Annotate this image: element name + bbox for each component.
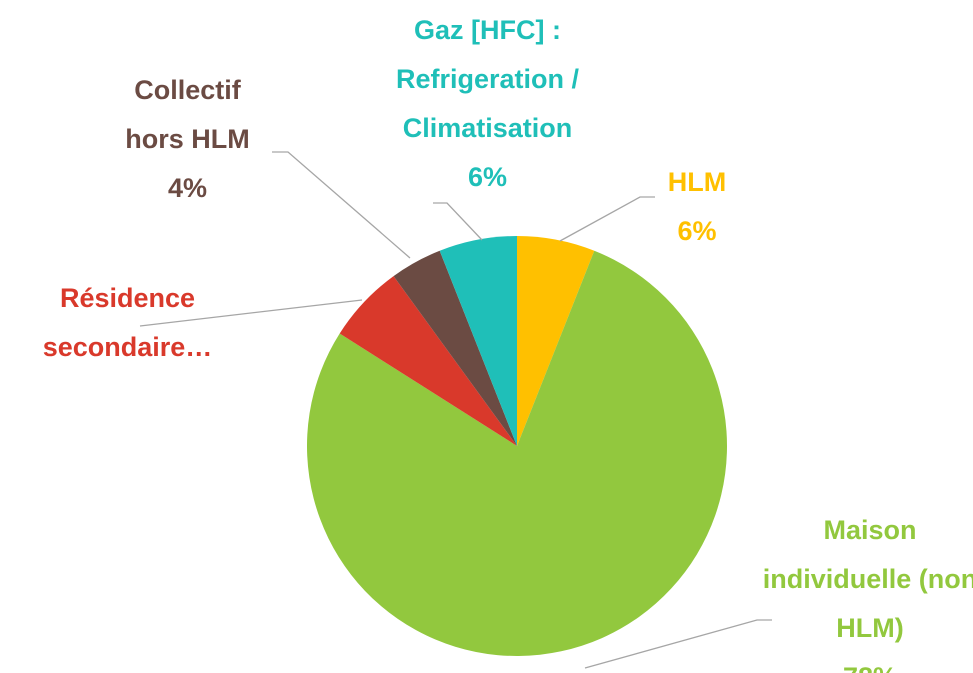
pie-slice bbox=[339, 276, 517, 446]
category-label: HLM bbox=[667, 167, 727, 197]
slice-label: Résidence secondaire… bbox=[20, 274, 235, 372]
value-label: 6% bbox=[467, 162, 508, 192]
pie-slice bbox=[517, 236, 595, 446]
slice-label: Collectif hors HLM 4% bbox=[105, 66, 270, 213]
value-label: 4% bbox=[167, 173, 208, 203]
category-label: Gaz [HFC] : Refrigeration / Climatisatio… bbox=[395, 15, 580, 143]
leader-line bbox=[559, 196, 655, 242]
category-label: Maison individuelle (non HLM) bbox=[762, 515, 973, 643]
slice-label: Maison individuelle (non HLM) 78% bbox=[760, 506, 973, 673]
leader-line bbox=[433, 202, 483, 241]
pie-slice bbox=[306, 250, 727, 657]
category-label: Collectif hors HLM bbox=[125, 75, 250, 154]
slice-label: Gaz [HFC] : Refrigeration / Climatisatio… bbox=[355, 6, 620, 202]
pie-slice bbox=[439, 236, 517, 446]
leader-lines bbox=[139, 151, 772, 669]
value-label: 78% bbox=[760, 653, 973, 673]
pie bbox=[306, 236, 727, 657]
pie-slice bbox=[393, 250, 517, 446]
slice-label: HLM 6% bbox=[622, 158, 772, 256]
leader-line bbox=[272, 151, 411, 259]
category-label: Résidence secondaire… bbox=[42, 283, 213, 362]
leader-line bbox=[584, 619, 772, 669]
value-label: 6% bbox=[677, 216, 717, 246]
leader-line bbox=[139, 299, 363, 327]
